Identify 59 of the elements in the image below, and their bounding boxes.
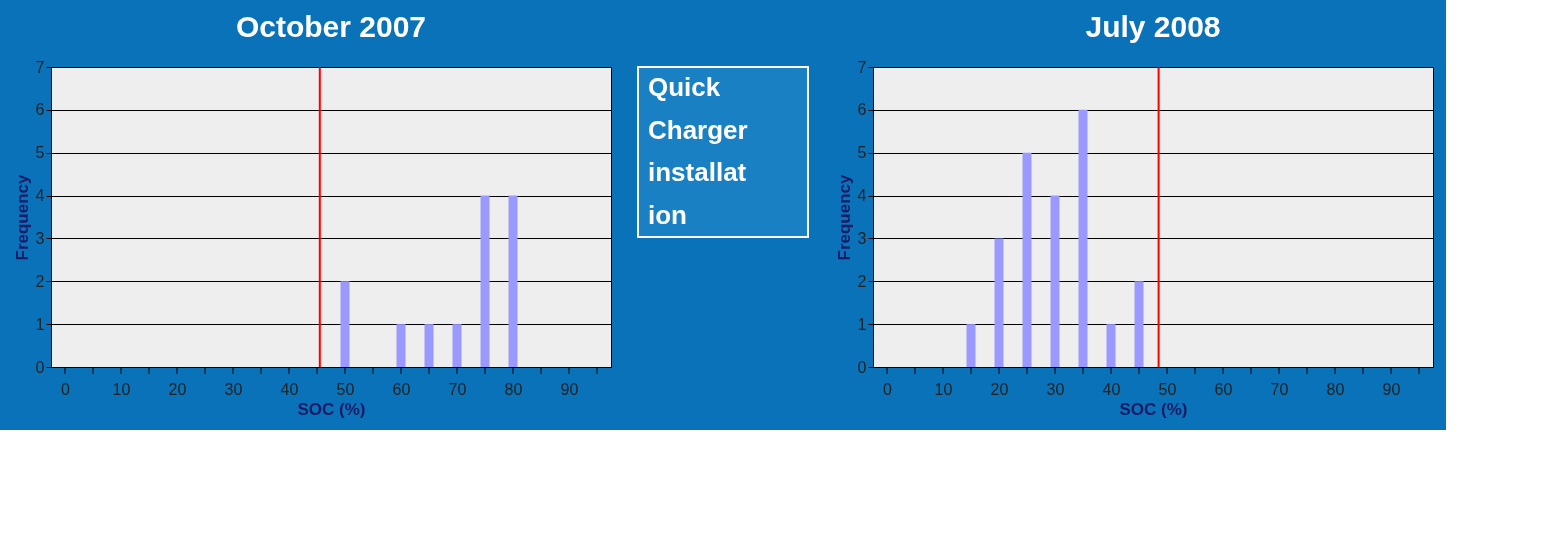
x-tick-label: 20: [990, 380, 1009, 398]
x-tick-label: 30: [224, 380, 243, 398]
bar: [340, 281, 350, 367]
chart-title: July 2008: [1085, 10, 1221, 43]
y-tick-label: 0: [857, 358, 867, 376]
x-axis-title: SOC (%): [297, 399, 366, 419]
bar: [1022, 152, 1032, 367]
y-tick-label: 1: [35, 315, 45, 333]
x-tick-label: 60: [1214, 380, 1233, 398]
y-tick-label: 3: [857, 229, 867, 247]
y-tick-label: 3: [35, 229, 45, 247]
y-tick-label: 5: [857, 144, 867, 162]
x-tick-label: 10: [112, 380, 131, 398]
bar: [1134, 281, 1144, 367]
x-tick-label: 70: [448, 380, 467, 398]
x-tick-label: 50: [336, 380, 355, 398]
y-tick-label: 2: [857, 272, 867, 290]
bar: [452, 324, 462, 367]
chart-title: October 2007: [235, 10, 427, 43]
x-axis-title: SOC (%): [1119, 399, 1188, 419]
text: installat: [648, 157, 747, 188]
x-tick-label: 0: [61, 380, 71, 398]
bar: [508, 195, 518, 367]
bar: [424, 324, 434, 367]
y-tick-label: 4: [857, 187, 867, 205]
y-axis-title: Frequency: [12, 173, 32, 261]
y-tick-label: 6: [857, 101, 867, 119]
y-tick-label: 4: [35, 187, 45, 205]
y-tick-label: 6: [35, 101, 45, 119]
x-tick-label: 90: [560, 380, 579, 398]
x-tick-label: 60: [392, 380, 411, 398]
x-tick-label: 10: [934, 380, 953, 398]
bar: [396, 324, 406, 367]
x-tick-label: 30: [1046, 380, 1065, 398]
x-tick-label: 90: [1382, 380, 1401, 398]
text: Charger: [648, 114, 748, 145]
bar: [1078, 109, 1088, 367]
text: Quick: [648, 72, 721, 103]
x-tick-label: 40: [280, 380, 299, 398]
y-tick-label: 2: [35, 272, 45, 290]
x-tick-label: 40: [1102, 380, 1121, 398]
x-tick-label: 70: [1270, 380, 1289, 398]
x-tick-label: 80: [1326, 380, 1345, 398]
y-tick-label: 7: [35, 58, 45, 76]
text: ion: [648, 199, 687, 230]
x-tick-label: 50: [1158, 380, 1177, 398]
x-tick-label: 80: [504, 380, 523, 398]
bar: [1106, 324, 1116, 367]
x-tick-label: 0: [883, 380, 893, 398]
x-tick-label: 20: [168, 380, 187, 398]
y-tick-label: 7: [857, 58, 867, 76]
bar: [994, 238, 1004, 367]
bar: [480, 195, 490, 367]
bar: [966, 324, 976, 367]
y-axis-title: Frequency: [834, 173, 854, 261]
bar: [1050, 195, 1060, 367]
y-tick-label: 1: [857, 315, 867, 333]
y-tick-label: 5: [35, 144, 45, 162]
y-tick-label: 0: [35, 358, 45, 376]
